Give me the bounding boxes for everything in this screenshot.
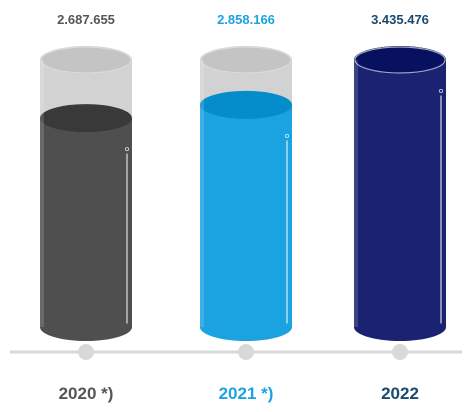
liquid-surface-2020 xyxy=(40,104,132,133)
glass-rim-2021 xyxy=(200,46,292,74)
glass-rim-2022 xyxy=(354,46,446,74)
cylinder-2020 xyxy=(40,46,132,342)
glass-sheen-2022 xyxy=(354,60,358,327)
value-labels: 2.687.655 2.858.166 3.435.476 xyxy=(57,12,429,27)
value-label-2021: 2.858.166 xyxy=(217,12,275,27)
year-label-2020: 2020 *) xyxy=(59,384,114,403)
baseline xyxy=(10,344,462,360)
year-label-2022: 2022 xyxy=(381,384,419,403)
glass-rim-highlight-2022 xyxy=(354,46,446,74)
highlight-dot-2022 xyxy=(438,89,443,94)
baseline-dot-2022 xyxy=(392,344,408,360)
cylinder-2022 xyxy=(354,46,446,341)
glass-rim-highlight-2020 xyxy=(40,46,132,74)
bar-2021 xyxy=(200,104,292,341)
baseline-dot-2021 xyxy=(238,344,254,360)
bar-2022 xyxy=(354,60,446,341)
value-label-2020: 2.687.655 xyxy=(57,12,115,27)
highlight-dot-2021 xyxy=(284,133,289,138)
glass-sheen-2020 xyxy=(40,60,44,327)
cylinders xyxy=(40,46,446,342)
year-label-2021: 2021 *) xyxy=(219,384,274,403)
glass-rim-highlight-2021 xyxy=(200,46,292,74)
liquid-surface-2021 xyxy=(200,90,292,119)
glass-rim-2020 xyxy=(40,46,132,74)
baseline-dot-2020 xyxy=(78,344,94,360)
year-labels: 2020 *) 2021 *) 2022 xyxy=(59,384,419,403)
highlight-dot-2020 xyxy=(125,147,130,152)
cylinder-2021 xyxy=(200,46,292,341)
bar-2020 xyxy=(40,118,132,342)
value-label-2022: 3.435.476 xyxy=(371,12,429,27)
glass-sheen-2021 xyxy=(200,60,204,327)
